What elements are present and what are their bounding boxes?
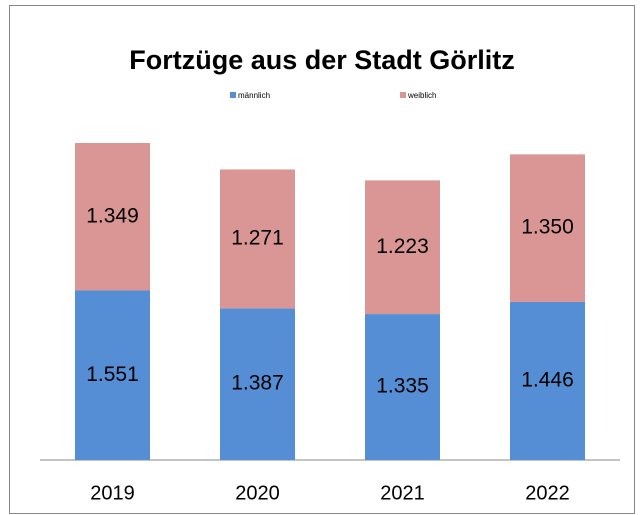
x-tick-label: 2020 bbox=[235, 482, 280, 504]
bar-segment bbox=[75, 143, 150, 291]
legend-label: weiblich bbox=[407, 91, 436, 100]
bar-segment bbox=[365, 314, 440, 460]
legend-swatch bbox=[400, 92, 406, 98]
legend-swatch bbox=[230, 92, 236, 98]
value-label: 1.446 bbox=[521, 369, 574, 392]
bar-segment bbox=[510, 301, 585, 460]
x-tick-label: 2019 bbox=[90, 482, 135, 504]
bar-segment bbox=[365, 180, 440, 315]
x-tick-label: 2022 bbox=[525, 482, 570, 504]
bar-segment bbox=[510, 154, 585, 302]
legend-label: männlich bbox=[238, 91, 270, 100]
bar-segment bbox=[220, 308, 295, 460]
value-label: 1.335 bbox=[376, 375, 429, 398]
x-tick-label: 2021 bbox=[380, 482, 425, 504]
value-label: 1.551 bbox=[86, 363, 139, 386]
value-label: 1.271 bbox=[231, 226, 284, 249]
bar-segment bbox=[75, 290, 150, 460]
chart-title: Fortzüge aus der Stadt Görlitz bbox=[129, 45, 515, 75]
value-label: 1.350 bbox=[521, 216, 574, 239]
bar-segment bbox=[220, 169, 295, 309]
value-label: 1.349 bbox=[86, 204, 139, 227]
value-label: 1.223 bbox=[376, 235, 429, 258]
value-label: 1.387 bbox=[231, 372, 284, 395]
